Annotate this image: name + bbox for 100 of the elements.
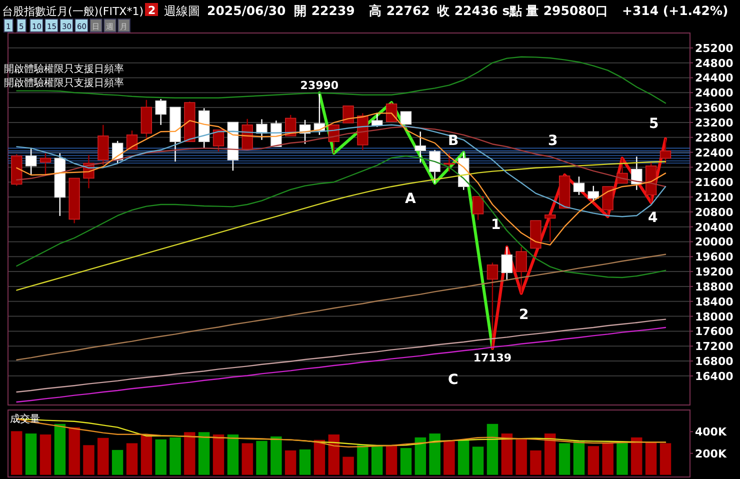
- y-tick-label: 24800: [695, 56, 734, 70]
- candlestick: [40, 152, 52, 176]
- annotation: 開啟體驗權限只支援日頻率: [4, 77, 124, 89]
- y-tick-label: 400K: [695, 426, 727, 439]
- bar: [82, 444, 95, 476]
- text: 量 295080口: [525, 3, 609, 18]
- bar: [428, 433, 441, 476]
- y-tick-label: 24000: [695, 86, 734, 100]
- text: +314 (+1.42%): [622, 3, 728, 18]
- bar: [356, 444, 369, 476]
- candlestick: [342, 106, 354, 124]
- candlestick: [429, 149, 440, 184]
- annotation: B: [448, 133, 459, 149]
- line-series: [16, 56, 666, 104]
- bar: [126, 442, 138, 476]
- bar: [342, 456, 354, 476]
- bar: [40, 434, 52, 476]
- candlestick: [400, 111, 412, 125]
- bar: [530, 450, 542, 476]
- bar: [443, 440, 456, 476]
- candlestick: [501, 246, 512, 281]
- y-tick-label: 200K: [695, 447, 727, 460]
- y-tick-label: 22000: [695, 161, 734, 174]
- candlestick: [660, 138, 672, 164]
- bar: [68, 426, 80, 476]
- y-tick-label: 23600: [695, 102, 734, 115]
- bar: [400, 448, 412, 476]
- bar: [241, 442, 254, 476]
- y-tick-label: 25200: [695, 42, 734, 55]
- candlestick: [588, 185, 599, 202]
- y-tick-label: 22400: [695, 146, 734, 160]
- candlestick: [544, 214, 556, 242]
- line-series: [16, 326, 666, 403]
- bar: [486, 424, 498, 476]
- bar: [630, 437, 643, 476]
- line-series: [16, 112, 666, 246]
- bar: [299, 449, 311, 476]
- candlestick: [414, 130, 426, 164]
- candlestick: [616, 158, 628, 184]
- candlestick: [602, 186, 614, 218]
- y-tick-label: 21200: [695, 191, 734, 204]
- y-tick-label: 20000: [695, 236, 734, 249]
- bar: [54, 424, 66, 476]
- bar: [587, 446, 600, 476]
- y-tick-label: 20800: [695, 206, 734, 219]
- bar: [544, 433, 556, 476]
- candlestick: [25, 148, 37, 176]
- bar: [558, 442, 570, 476]
- y-tick-label: 19600: [695, 250, 734, 264]
- bar: [169, 437, 182, 476]
- candlestick: [155, 98, 166, 126]
- bar: [371, 445, 384, 476]
- annotation: 5: [649, 116, 659, 132]
- bar: [198, 432, 210, 476]
- y-tick-label: 17200: [695, 340, 734, 354]
- bar: [97, 438, 110, 476]
- y-tick-label: 18800: [695, 280, 734, 294]
- y-tick-label: 20400: [695, 220, 734, 234]
- bar: [154, 439, 167, 476]
- text: 收 22436 s點: [437, 3, 523, 18]
- candlestick: [126, 130, 138, 150]
- y-tick-label: 16400: [695, 370, 734, 383]
- bar: [573, 440, 585, 476]
- bar: [500, 433, 513, 476]
- y-tick-label: 18400: [695, 295, 734, 308]
- bar: [458, 440, 470, 476]
- annotation: 1: [491, 217, 501, 233]
- text: 2: [148, 4, 156, 17]
- text: 週線圖: [164, 4, 200, 18]
- text: 高 22762: [369, 3, 430, 18]
- y-tick-label: 17600: [695, 325, 734, 338]
- bar: [616, 442, 628, 476]
- candlestick: [472, 196, 484, 221]
- text: 開 22239: [294, 3, 355, 18]
- bar: [112, 450, 124, 476]
- bar: [184, 432, 196, 476]
- bar: [140, 434, 152, 476]
- bar: [284, 450, 297, 476]
- candlestick: [486, 262, 498, 349]
- bar: [645, 442, 657, 476]
- annotation: 開啟體驗權限只支援日頻率: [4, 63, 124, 75]
- line-series: [16, 318, 666, 393]
- bar: [212, 434, 224, 476]
- y-tick-label: 16800: [695, 355, 734, 368]
- bar: [472, 446, 484, 476]
- bar: [328, 434, 340, 476]
- annotation: 4: [648, 210, 658, 226]
- bar: [227, 434, 239, 476]
- bar: [256, 440, 268, 476]
- bar: [386, 444, 398, 476]
- candlestick: [573, 176, 585, 196]
- y-tick-label: 23200: [695, 116, 734, 130]
- bar: [10, 430, 23, 476]
- y-tick-label: 19200: [695, 266, 734, 279]
- y-tick-label: 22800: [695, 131, 734, 144]
- y-tick-label: 18000: [695, 310, 734, 324]
- bar: [25, 433, 37, 476]
- annotation: 3: [548, 133, 558, 149]
- bar: [602, 442, 614, 476]
- bar: [270, 436, 282, 476]
